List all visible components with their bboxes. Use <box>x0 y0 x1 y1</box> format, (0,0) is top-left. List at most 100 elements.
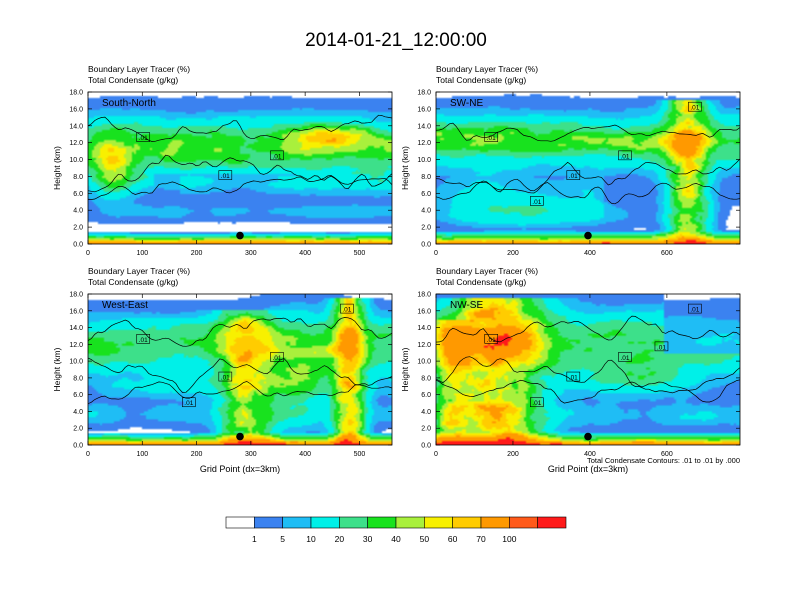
ytick-label: 10.0 <box>69 359 83 366</box>
ytick-label: 18.0 <box>417 90 431 97</box>
colorbar-label: 5 <box>280 534 285 544</box>
ytick-label: 2.0 <box>421 426 431 433</box>
location-marker <box>236 231 244 240</box>
xtick-label: 200 <box>507 250 519 257</box>
ytick-label: 10.0 <box>417 359 431 366</box>
colorbar-swatch <box>509 516 538 529</box>
xtick-label: 0 <box>86 250 90 257</box>
panel-label: SW-NE <box>450 98 483 109</box>
xtick-label: 0 <box>86 451 90 458</box>
xtick-label: 400 <box>299 451 311 458</box>
panel-south-north: .01 .01 .01 South-North Boundary Layer Trace… <box>52 64 393 257</box>
contour-line <box>436 315 740 343</box>
xtick-label: 400 <box>584 451 596 458</box>
xtick-label: 400 <box>584 250 596 257</box>
ytick-label: 18.0 <box>417 292 431 299</box>
ytick-label: 2.0 <box>421 225 431 232</box>
ytick-label: 16.0 <box>417 308 431 315</box>
contour-line <box>436 379 740 404</box>
xtick-label: 600 <box>661 451 673 458</box>
ytick-label: 14.0 <box>69 123 83 130</box>
heatmap-field <box>88 294 392 445</box>
xtick-label: 400 <box>299 250 311 257</box>
location-marker <box>584 231 592 240</box>
colorbar-swatch <box>310 516 340 529</box>
xtick-label: 600 <box>661 250 673 257</box>
ytick-label: 0.0 <box>421 242 431 249</box>
svg-text:.01: .01 <box>139 135 148 142</box>
svg-text:.01: .01 <box>487 337 496 344</box>
contour-label: .01 <box>218 170 233 180</box>
panel-nw-se: .01 .01 .01 .01 .01 .01 NW-SE Boundary Layer Tr… <box>400 266 741 474</box>
ytick-label: 8.0 <box>421 375 431 382</box>
ytick-label: 12.0 <box>69 342 83 349</box>
location-marker <box>584 432 592 441</box>
plot-frame <box>87 293 393 446</box>
xtick-label: 200 <box>507 451 519 458</box>
svg-text:.01: .01 <box>532 400 541 407</box>
colorbar-label: 50 <box>420 534 430 544</box>
colorbar-swatch <box>452 516 482 529</box>
condensate-contours <box>436 122 740 205</box>
plot-frame <box>435 91 741 245</box>
heatmap-field <box>88 92 392 244</box>
contour-line <box>88 154 392 193</box>
ytick-label: 18.0 <box>69 292 83 299</box>
panel-title-line: Boundary Layer Tracer (%) <box>88 64 190 74</box>
ytick-label: 6.0 <box>73 191 83 198</box>
colorbar-swatch <box>395 516 425 529</box>
colorbar-label: 10 <box>306 534 316 544</box>
colorbar-label: 100 <box>502 534 516 544</box>
contour-line <box>436 180 740 205</box>
x-axis-label: Grid Point (dx=3km) <box>200 464 280 474</box>
colorbar-swatch <box>537 516 567 529</box>
ytick-label: 6.0 <box>421 191 431 198</box>
panel-label: West-East <box>102 300 148 311</box>
x-axis-label: Grid Point (dx=3km) <box>548 464 628 474</box>
contour-label: .01 <box>530 397 544 407</box>
colorbar-label: 60 <box>448 534 458 544</box>
ytick-label: 12.0 <box>417 342 431 349</box>
condensate-contours <box>88 317 392 405</box>
panel-title-line: Total Condensate (g/kg) <box>436 277 526 287</box>
colorbar-swatch <box>254 516 283 529</box>
y-axis-label: Height (km) <box>52 347 62 391</box>
svg-text:.01: .01 <box>620 355 629 362</box>
heatmap-field <box>436 294 740 445</box>
xtick-label: 0 <box>434 250 438 257</box>
panel-title-line: Boundary Layer Tracer (%) <box>436 64 538 74</box>
contour-line <box>436 356 740 394</box>
svg-text:.01: .01 <box>221 173 230 180</box>
colorbar-label: 1 <box>252 534 257 544</box>
figure-title: 2014-01-21_12:00:00 <box>305 30 487 51</box>
contour-line <box>88 357 392 393</box>
svg-text:.01: .01 <box>487 135 496 142</box>
panel-title-line: Boundary Layer Tracer (%) <box>88 266 190 276</box>
svg-text:.01: .01 <box>690 307 699 314</box>
contour-label: .01 <box>566 170 581 180</box>
contour-line <box>88 175 392 200</box>
xtick-label: 0 <box>434 451 438 458</box>
contour-label: .01 <box>218 371 233 382</box>
svg-text:.01: .01 <box>184 400 193 407</box>
ytick-label: 6.0 <box>421 392 431 399</box>
ytick-label: 4.0 <box>421 409 431 416</box>
xtick-label: 500 <box>354 250 366 257</box>
svg-text:.01: .01 <box>620 153 629 160</box>
svg-text:.01: .01 <box>569 173 578 180</box>
xtick-label: 100 <box>136 451 148 458</box>
contour-label: .01 <box>654 341 669 351</box>
contour-footnote: Total Condensate Contours: .01 to .01 by… <box>587 456 740 465</box>
plot-frame <box>87 91 393 245</box>
ytick-label: 12.0 <box>69 140 83 147</box>
panel-west-east: .01 .01 .01 .01 .01 West-East Boundary Layer T… <box>52 266 393 474</box>
colorbar-label: 70 <box>476 534 486 544</box>
svg-text:.01: .01 <box>221 375 230 382</box>
y-axis-label: Height (km) <box>400 347 410 391</box>
svg-text:.01: .01 <box>657 344 666 351</box>
ytick-label: 14.0 <box>417 123 431 130</box>
contour-line <box>88 114 392 142</box>
condensate-contours <box>88 114 392 200</box>
